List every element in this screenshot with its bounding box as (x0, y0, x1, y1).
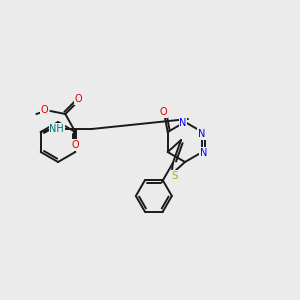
Text: O: O (160, 107, 167, 117)
Text: S: S (171, 171, 178, 181)
Text: O: O (41, 105, 48, 115)
Text: N: N (200, 148, 207, 158)
Text: N: N (179, 118, 187, 128)
Text: NH: NH (49, 124, 64, 134)
Text: O: O (74, 94, 82, 104)
Text: N: N (198, 129, 205, 139)
Text: O: O (72, 140, 80, 150)
